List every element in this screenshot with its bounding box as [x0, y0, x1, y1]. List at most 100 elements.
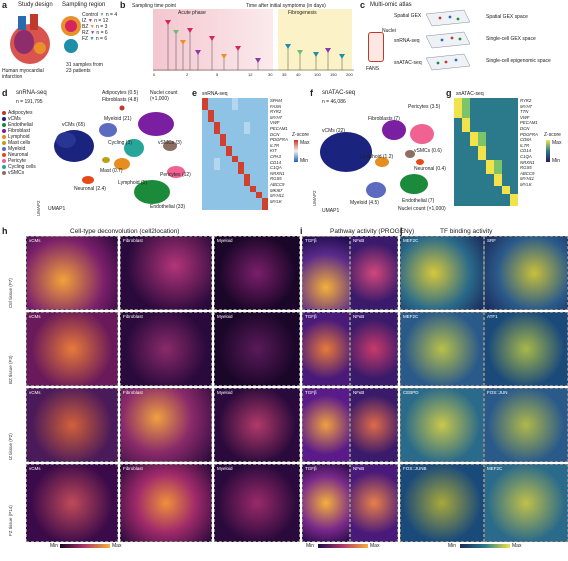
region-bz: BZ ▼ n = 3: [82, 24, 108, 30]
panel-g: g snATAC-seq RYR2 MYH7 TTN VWF PECAM1 DC…: [446, 88, 568, 216]
tile-fz-fibroblast: Fibroblast: [120, 464, 212, 542]
scale-min-i: Min: [306, 543, 315, 549]
snrna-title: snRNA-seq: [16, 90, 47, 96]
region-fz: FZ ▼ n = 6: [82, 36, 108, 42]
legend-item: vSMCs: [2, 170, 36, 176]
tile-iz-vcms: vCMs: [26, 388, 118, 462]
gene-label: MYH7: [520, 103, 532, 109]
region-control: Control ▼ n = 4: [82, 12, 118, 18]
timeline-chart: [153, 20, 354, 71]
space1-label: Spatial GEX space: [486, 14, 528, 20]
gene-label: IL7R: [520, 142, 530, 148]
snrna-marker-heatmap: [202, 98, 268, 210]
gene-label: SPAM: [270, 98, 282, 103]
zscore-min-g: Min: [552, 158, 561, 164]
legend-item: Cycling cells: [2, 164, 36, 170]
legend-item: vCMs: [2, 116, 36, 122]
legend-item: Lymphoid: [2, 134, 36, 140]
tile-fz-tf1: FOS::JUNB: [400, 464, 484, 542]
cluster-adipocytes: Adipocytes (0.5): [102, 90, 139, 96]
gene-label: DCN: [520, 125, 530, 131]
tile-bz-fibroblast: Fibroblast: [120, 312, 212, 386]
gene-label: KIT: [270, 148, 277, 154]
cluster-pericytes: Pericytes (12): [160, 172, 191, 178]
gene-label: MYLK: [520, 181, 532, 187]
snrna-label: snRNA-seq: [394, 38, 420, 44]
atac-umap1-label: UMAP1: [322, 208, 340, 214]
panel-j-title: TF binding activity: [440, 228, 493, 235]
panel-a: a Study design Sampling region Human myo…: [0, 0, 118, 80]
panel-g-label: g: [446, 88, 452, 98]
gene-label: FASN: [270, 103, 282, 109]
tile-iz-fibroblast: Fibroblast: [120, 388, 212, 462]
tile-bz-nfkb: NFκB: [350, 312, 398, 386]
panel-f-label: f: [310, 88, 313, 98]
panel-e-label: e: [192, 88, 198, 98]
legend-item: Pericyte: [2, 158, 36, 164]
tile-ctrl-tf2: SRF: [484, 236, 568, 310]
heatmap-g-genes: RYR2 MYH7 TTN VWF PECAM1 DCN PDGFRA CD8A…: [520, 98, 538, 188]
tile-bz-tf2: ATF1: [484, 312, 568, 386]
tile-bz-myeloid: Myeloid: [214, 312, 300, 386]
gene-label: PDGFRA: [520, 131, 538, 137]
gene-label: TTN: [520, 109, 529, 115]
panel-f: f snATAC-seq n = 46,086 Fibroblasts (7) …: [310, 88, 446, 216]
tile-fz-tf2: MEF2C: [484, 464, 568, 542]
atac-cluster-vsmcs: vSMCs (0.6): [414, 148, 442, 154]
tile-iz-nfkb: NFκB: [350, 388, 398, 462]
legend-item: Mast cells: [2, 140, 36, 146]
row-label-ctrl: Ctrl tissue (P7): [8, 278, 13, 308]
atac-cluster-lymphoid: Lymphoid (1.2): [360, 154, 394, 160]
gene-label: RYR2: [270, 109, 282, 115]
snatac-n: n = 46,086: [322, 99, 346, 105]
cluster-endothelial: Endothelial (33): [150, 204, 186, 210]
region-rz: RZ ▼ n = 6: [82, 30, 108, 36]
cluster-mast: Mast (0.7): [100, 168, 123, 174]
gene-label: CD8A: [520, 137, 532, 143]
space2-label: Single-cell GEX space: [486, 36, 536, 42]
atac-cluster-fibroblasts: Fibroblasts (7): [368, 116, 400, 122]
zscore-label-e: Z-score: [292, 132, 309, 138]
gene-label: PDGFRA: [270, 137, 288, 143]
panel-e: e snRNA-seq SPAM FASN RYR2 MYH7 VWF PECA…: [192, 88, 310, 216]
scale-max-h: Max: [112, 543, 122, 549]
atac-cluster-vcms: vCMs (22): [322, 128, 346, 134]
heart-illustration: [10, 14, 50, 64]
row-label-iz: IZ tissue (P2): [8, 433, 13, 460]
zscore-max-g: Max: [552, 140, 562, 146]
atac-nuclei-count-label: Nuclei count (×1,000): [398, 206, 446, 212]
time-axis-title: Time after initial symptoms (in days): [246, 3, 326, 9]
tile-bz-tf1: MEF2C: [400, 312, 484, 386]
tile-ctrl-tf1: MEF2C: [400, 236, 484, 310]
legend-item: Fibroblast: [2, 128, 36, 134]
gene-label: NRXN1: [520, 159, 535, 165]
spatial-gex-label: Spatial GEX: [394, 13, 422, 19]
gene-label: PECAM1: [520, 120, 538, 126]
gene-label: NRXN1: [270, 170, 285, 176]
gene-label: MYH11: [270, 193, 285, 199]
sampling-time-title: Sampling time point: [132, 3, 176, 9]
atac-cluster-pericytes: Pericytes (3.5): [408, 104, 441, 110]
cluster-vsmcs: vSMCs (3): [158, 140, 182, 146]
gene-label: PECAM1: [270, 125, 288, 131]
gene-label: RGS5: [270, 176, 282, 182]
panel-d: d snRNA-seq n = 191,795 Adipocytes vCMs …: [0, 88, 192, 216]
atlas-title: Multi-omic atlas: [370, 2, 412, 8]
gene-label: VWF: [270, 120, 280, 126]
panel-b-label: b: [120, 0, 126, 10]
heatmap-g-title: snATAC-seq: [456, 91, 484, 97]
gene-label: C1QA: [520, 153, 532, 159]
scale-bar-j: [460, 544, 510, 548]
tile-bz-tgfb: TGFβ: [302, 312, 350, 386]
atac-umap2-label: UMAP2: [312, 190, 317, 206]
zscore-max-e: Max: [300, 140, 310, 146]
scale-max-j: Max: [512, 543, 522, 549]
umap2-label: UMAP2: [36, 200, 41, 216]
acute-phase-band: [153, 9, 273, 71]
panel-j-label: j: [400, 226, 403, 236]
gene-label: CD14: [270, 159, 281, 165]
gene-label: MKI67: [270, 187, 283, 193]
panel-h-title: Cell-type deconvolution (cell2location): [70, 228, 180, 235]
gene-label: CD14: [520, 148, 531, 154]
zscore-min-e: Min: [300, 158, 309, 164]
